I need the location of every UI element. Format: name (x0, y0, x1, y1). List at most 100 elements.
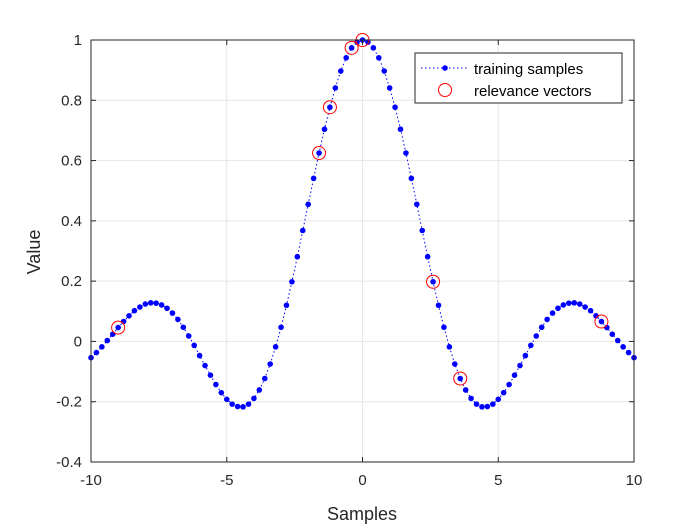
training-sample-point (457, 375, 464, 382)
training-sample-point (430, 278, 436, 285)
training-sample-point (625, 349, 632, 356)
x-axis-label: Samples (327, 504, 397, 524)
training-sample-point (593, 313, 599, 319)
training-sample-point (544, 316, 550, 323)
training-sample-point (566, 300, 572, 306)
relevance-vector-point (426, 274, 441, 289)
training-sample-point (506, 381, 512, 388)
training-sample-point (223, 396, 230, 403)
training-sample-point (153, 300, 159, 306)
training-sample-point (267, 361, 273, 367)
training-sample-point (218, 389, 225, 396)
training-sample-point (587, 307, 594, 314)
x-tick-label: 10 (626, 472, 643, 489)
training-sample-point (403, 150, 409, 156)
legend-marker-training-samples (442, 65, 448, 71)
legend: training samples relevance vectors (414, 52, 623, 104)
training-sample-point (479, 404, 485, 410)
training-sample-point (196, 352, 203, 359)
training-sample-point (175, 316, 181, 323)
training-sample-point (495, 396, 502, 403)
training-sample-point (229, 401, 235, 407)
y-tick-label: -0.2 (56, 394, 82, 411)
x-tick-label: -10 (80, 472, 102, 489)
training-sample-point (620, 344, 626, 350)
training-sample-point (452, 361, 458, 367)
training-sample-point (598, 318, 605, 325)
training-sample-point (528, 342, 534, 349)
training-sample-point (310, 175, 317, 182)
training-sample-point (289, 278, 295, 285)
x-tick-label: -5 (220, 472, 233, 489)
training-sample-point (500, 389, 507, 396)
training-sample-point (490, 401, 496, 407)
y-axis-ticks: -0.4 -0.2 0 0.2 0.4 0.6 0.8 1 (56, 32, 634, 471)
training-sample-point (137, 304, 143, 310)
training-sample-point (234, 403, 241, 410)
y-tick-label: 0.4 (61, 213, 82, 230)
x-tick-label: 0 (358, 472, 366, 489)
training-sample-point (294, 253, 301, 260)
training-sample-point (261, 375, 268, 382)
training-sample-point (555, 305, 561, 312)
relevance-vector-point (111, 320, 126, 335)
training-sample-point (424, 253, 431, 260)
training-sample-point (321, 126, 328, 133)
training-sample-point (435, 302, 442, 309)
training-sample-point (131, 307, 138, 314)
training-sample-point (408, 175, 415, 182)
legend-label-training-samples: training samples (474, 61, 583, 78)
relevance-vector-point (312, 146, 327, 161)
training-sample-point (419, 227, 426, 234)
training-sample-point (109, 331, 116, 337)
training-sample-point (549, 310, 556, 316)
training-sample-point (381, 68, 388, 74)
training-sample-point (126, 313, 132, 319)
training-samples-markers (88, 37, 637, 410)
training-sample-point (299, 227, 306, 234)
x-axis-ticks: -10 -5 0 5 10 (80, 40, 642, 489)
training-sample-point (348, 45, 355, 51)
training-sample-point (240, 404, 246, 410)
training-sample-point (185, 333, 192, 339)
legend-label-relevance-vectors: relevance vectors (474, 83, 592, 100)
relevance-vector-point (322, 100, 337, 115)
training-sample-point (332, 85, 339, 91)
training-sample-point (202, 362, 208, 369)
training-sample-point (484, 403, 491, 410)
relevance-vector-point (344, 40, 359, 55)
training-sample-point (115, 324, 121, 331)
grid (90, 39, 635, 463)
training-sample-point (614, 337, 621, 344)
training-sample-point (272, 344, 279, 350)
training-sample-point (305, 201, 312, 208)
training-sample-point (370, 45, 377, 51)
training-sample-point (441, 324, 447, 331)
training-sample-point (147, 300, 154, 306)
training-sample-point (517, 362, 523, 369)
training-sample-point (93, 349, 100, 356)
training-sample-point (468, 395, 474, 402)
training-sample-point (576, 301, 583, 307)
training-sample-point (582, 304, 588, 310)
training-sample-point (414, 201, 420, 208)
y-tick-label: 0.2 (61, 273, 82, 290)
x-tick-label: 5 (494, 472, 502, 489)
training-sample-point (207, 372, 214, 378)
y-tick-label: 0.8 (61, 92, 82, 109)
training-sample-point (278, 324, 284, 331)
training-sample-point (609, 331, 616, 337)
legend-marker-relevance-vectors (438, 83, 452, 97)
training-sample-point (316, 150, 322, 156)
training-sample-point (164, 305, 170, 312)
training-sample-point (99, 344, 105, 350)
y-axis-label: Value (24, 230, 44, 275)
training-sample-point (386, 85, 393, 91)
training-sample-point (375, 54, 382, 61)
training-sample-point (473, 401, 480, 407)
training-sample-point (343, 54, 350, 61)
training-sample-point (538, 324, 545, 331)
training-sample-point (104, 337, 111, 344)
training-sample-point (392, 104, 398, 111)
